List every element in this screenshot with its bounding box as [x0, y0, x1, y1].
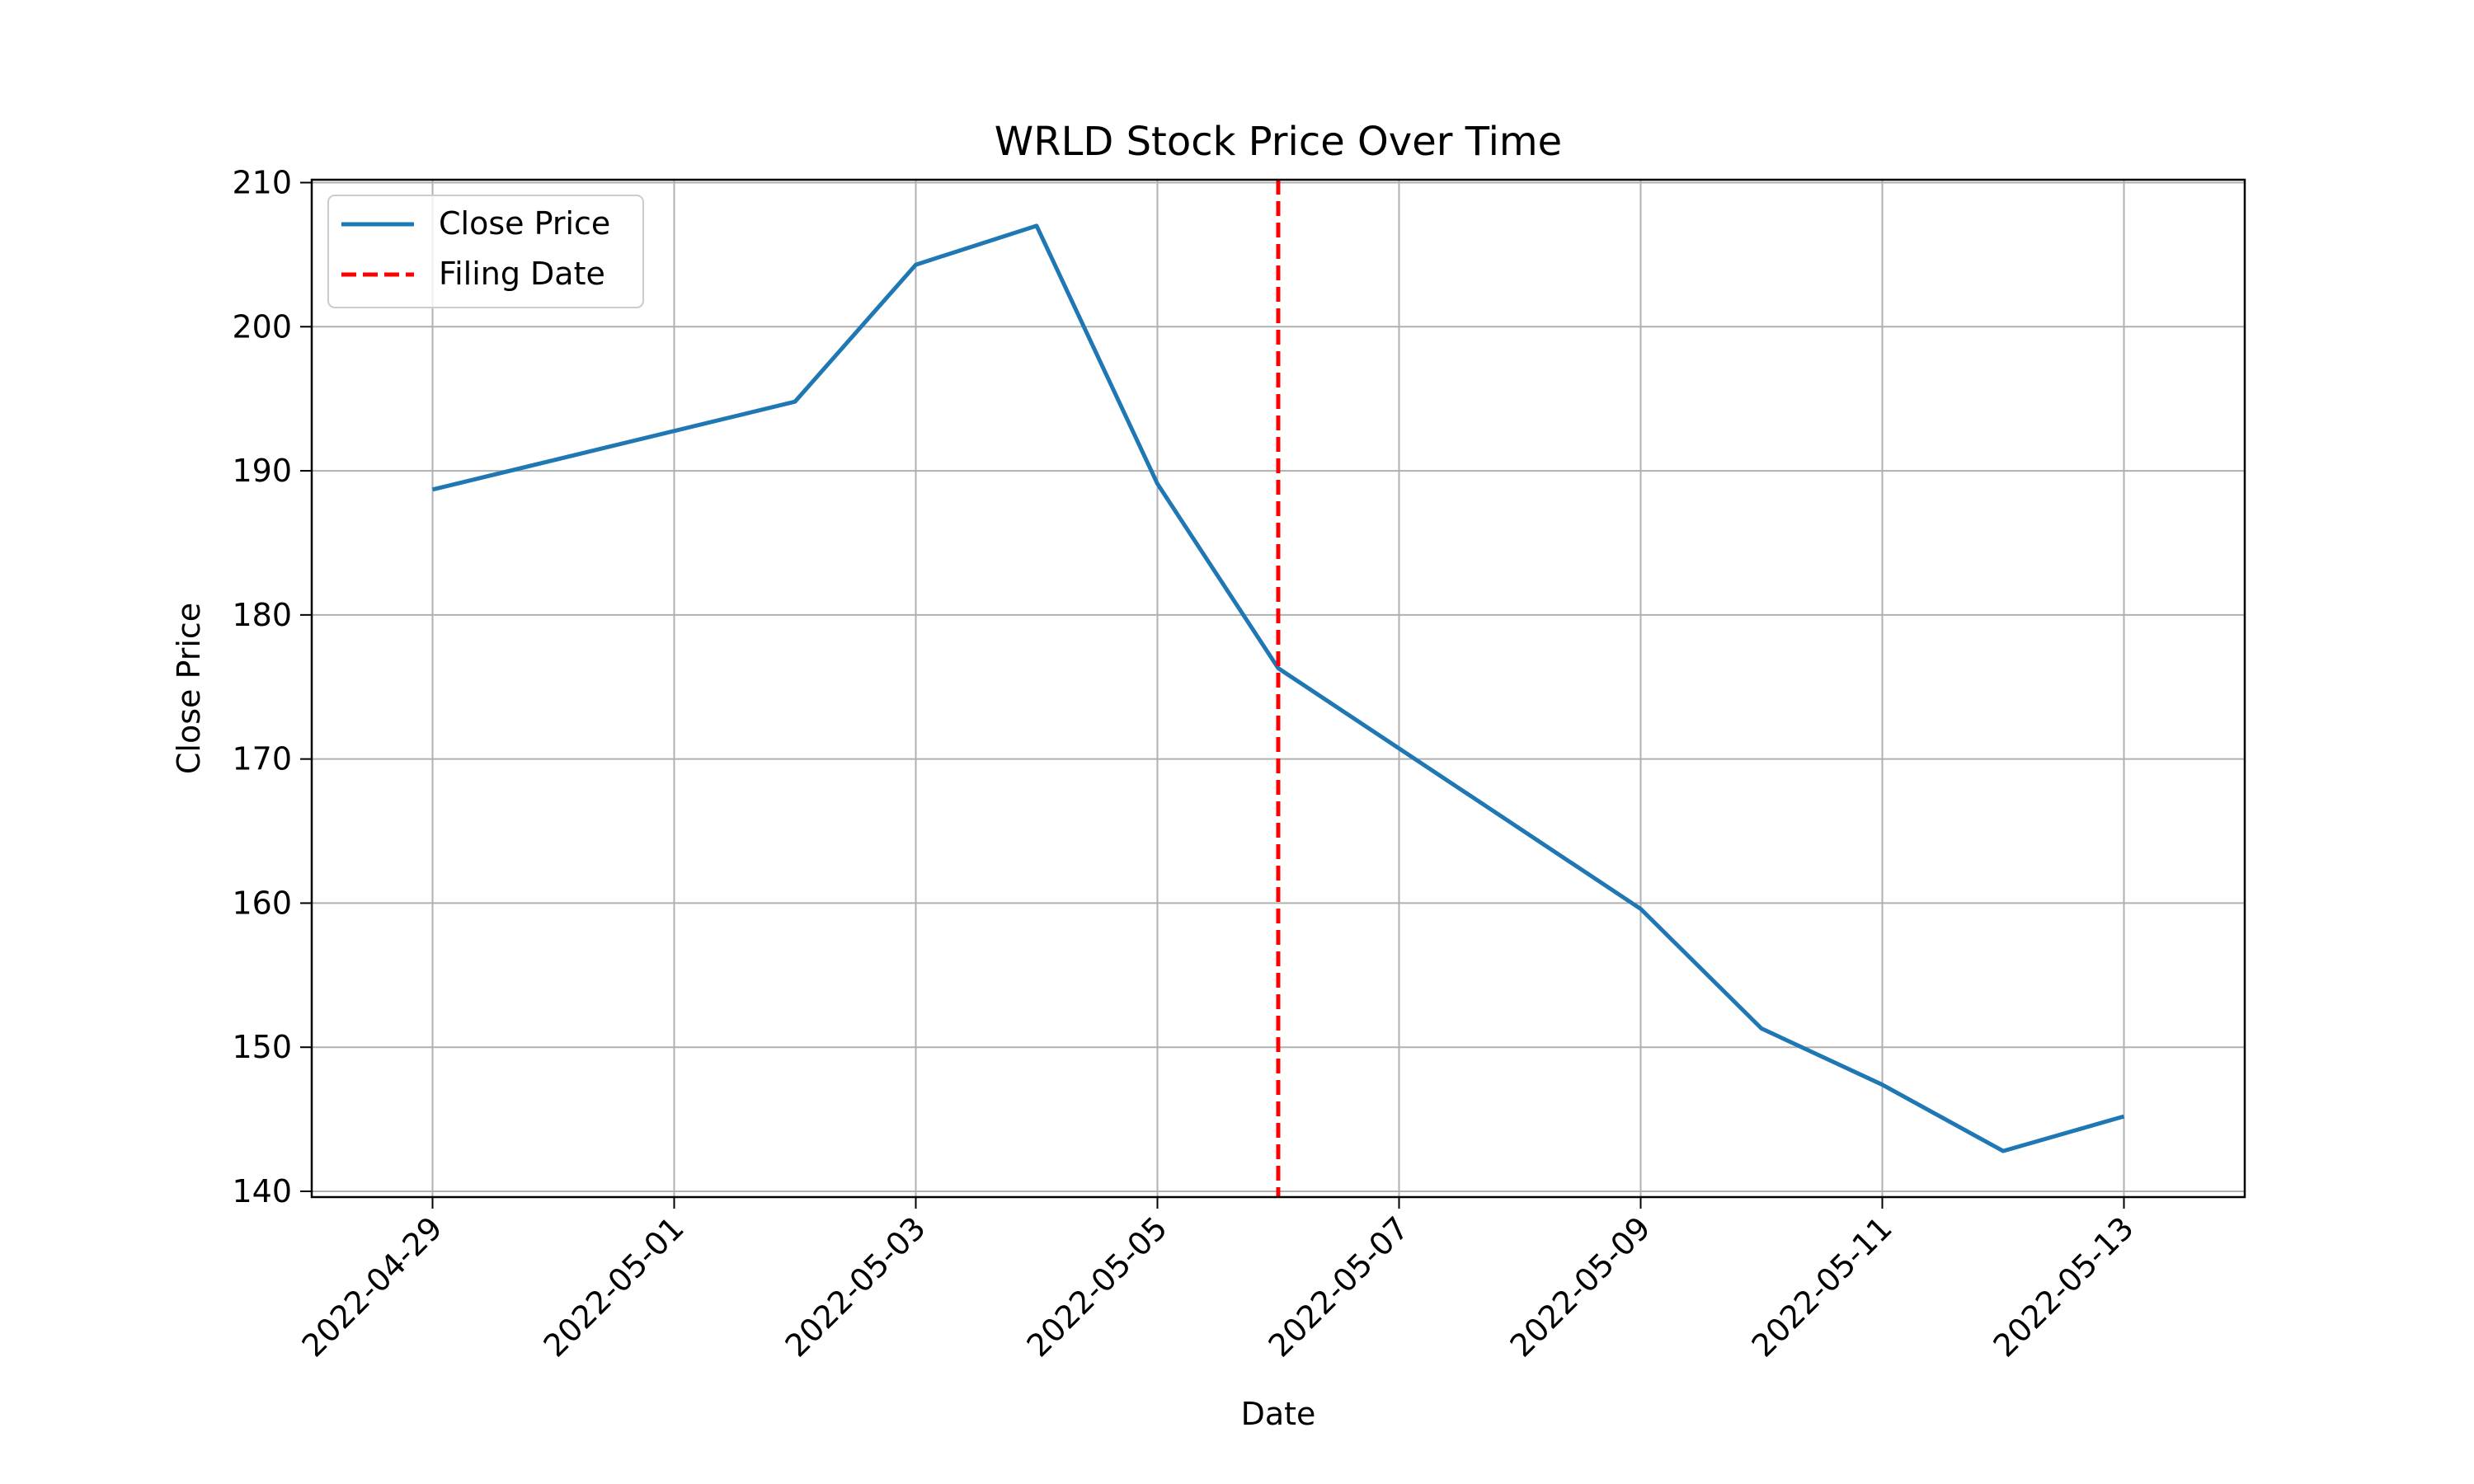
y-tick-label: 210 [232, 164, 292, 200]
x-axis-label: Date [1241, 1396, 1316, 1432]
plot-data [431, 180, 2125, 1197]
y-tick-label: 160 [232, 885, 292, 921]
y-axis-ticks: 140 150 160 170 180 190 200 210 [232, 164, 312, 1209]
y-tick-label: 140 [232, 1173, 292, 1209]
legend: Close Price Filing Date [327, 195, 644, 308]
y-tick-label: 180 [232, 597, 292, 633]
y-tick-label: 170 [232, 741, 292, 777]
y-tick-label: 200 [232, 308, 292, 345]
chart-title: WRLD Stock Price Over Time [995, 119, 1562, 165]
y-axis-label: Close Price [171, 603, 207, 774]
legend-close-price-label: Close Price [439, 205, 610, 242]
close-price-line [431, 223, 2125, 1153]
y-tick-label: 150 [232, 1029, 292, 1065]
y-tick-label: 190 [232, 453, 292, 489]
plot-frame [310, 178, 2246, 1199]
legend-filing-date-label: Filing Date [439, 256, 605, 292]
